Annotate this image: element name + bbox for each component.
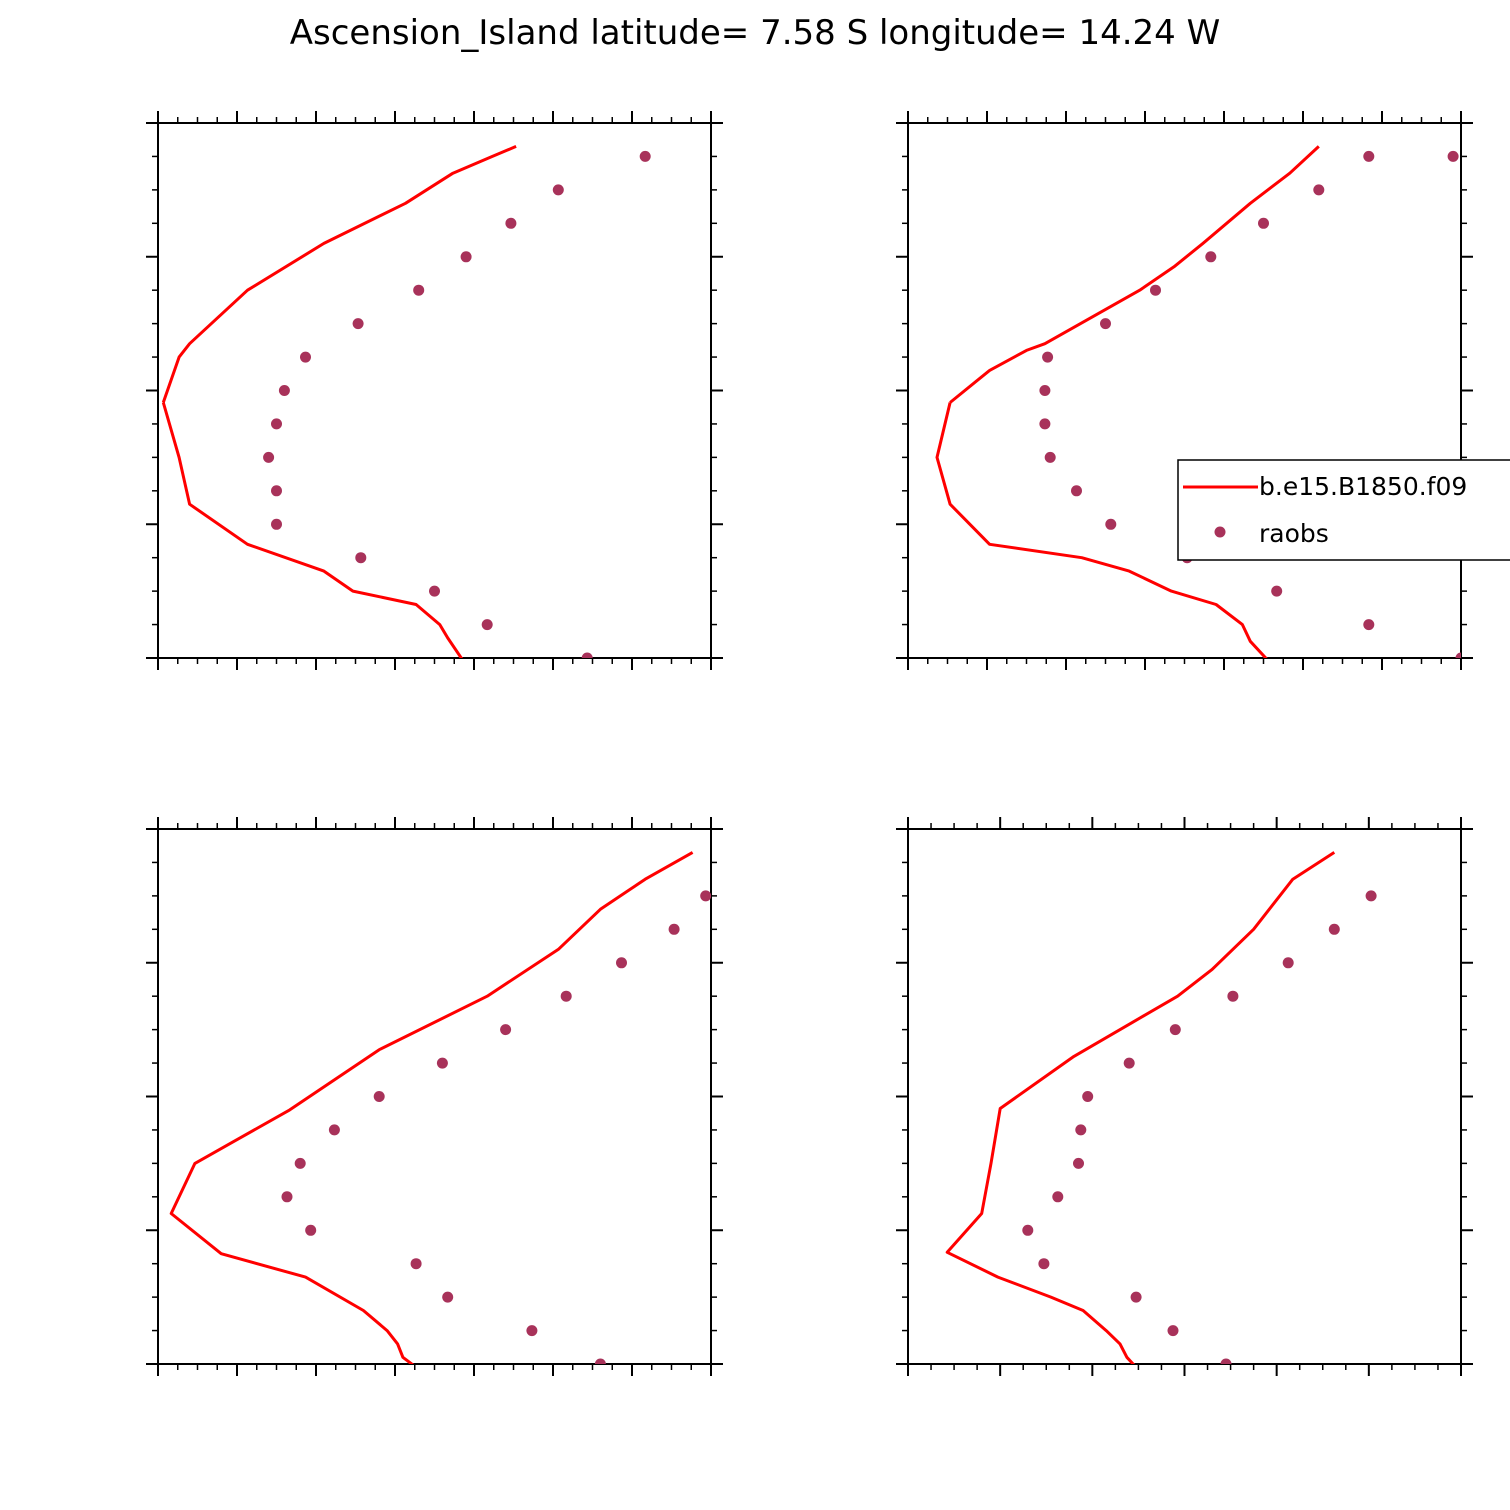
model-line-apr — [935, 402, 1268, 658]
legend-obs-label: raobs — [1259, 519, 1329, 548]
panel-jul — [146, 817, 723, 1376]
obs-point-jan — [639, 150, 651, 162]
obs-point-oct — [1169, 1024, 1181, 1036]
legend: b.e15.B1850.f09 raobs — [1177, 459, 1510, 561]
obs-point-jul — [560, 990, 572, 1002]
panel-oct — [896, 817, 1473, 1376]
obs-point-oct — [1022, 1224, 1034, 1236]
obs-point-oct — [1365, 890, 1377, 902]
obs-point-apr — [1150, 284, 1161, 296]
obs-point-oct — [1130, 1291, 1142, 1303]
obs-point-apr — [1258, 217, 1269, 229]
obs-point-jan — [355, 552, 367, 564]
obs-point-jan — [505, 217, 517, 229]
figure-title: Ascension_Island latitude= 7.58 S longit… — [290, 13, 1221, 53]
obs-point-oct — [1220, 1358, 1232, 1364]
obs-point-apr — [1447, 150, 1459, 162]
obs-point-jan — [413, 284, 425, 296]
obs-point-jul — [668, 923, 680, 935]
obs-point-oct — [1167, 1325, 1179, 1337]
obs-point-jul — [281, 1191, 293, 1203]
obs-point-jan — [300, 351, 311, 363]
plot-area-apr — [935, 145, 1461, 658]
obs-point-jan — [278, 385, 290, 396]
obs-point-apr — [1455, 652, 1461, 658]
obs-point-jan — [271, 418, 282, 430]
obs-point-apr — [1313, 184, 1325, 196]
panel-apr — [896, 111, 1473, 670]
obs-point-jan — [429, 585, 440, 597]
obs-point-apr — [1044, 451, 1056, 463]
obs-point-apr — [1363, 619, 1375, 631]
obs-point-jul — [526, 1325, 538, 1337]
legend-obs-marker — [1214, 526, 1226, 538]
model-line-oct — [945, 851, 1336, 1364]
obs-point-apr — [1042, 351, 1054, 363]
obs-point-oct — [1082, 1091, 1094, 1102]
obs-point-jul — [436, 1057, 448, 1069]
obs-point-apr — [1205, 251, 1217, 263]
obs-point-apr — [1100, 318, 1111, 330]
obs-point-oct — [1282, 957, 1294, 969]
model-line-jan — [161, 145, 517, 403]
obs-point-jul — [700, 890, 711, 902]
obs-point-jul — [410, 1258, 422, 1270]
obs-point-oct — [1328, 923, 1340, 935]
obs-point-jan — [460, 251, 472, 263]
obs-point-jul — [442, 1291, 454, 1303]
obs-point-jul — [594, 1358, 606, 1364]
obs-point-jan — [352, 318, 364, 330]
plot-frame-jul — [157, 828, 712, 1365]
obs-point-oct — [1073, 1157, 1084, 1169]
plot-area-oct — [945, 851, 1377, 1364]
obs-point-jul — [294, 1157, 306, 1169]
obs-point-apr — [1071, 485, 1082, 497]
obs-point-jan — [481, 619, 493, 631]
obs-point-jul — [373, 1091, 385, 1102]
obs-point-jan — [581, 652, 593, 658]
obs-point-jul — [305, 1224, 317, 1236]
model-line-apr — [949, 145, 1320, 404]
plot-frame-apr — [907, 122, 1462, 659]
model-line-jan — [161, 402, 464, 658]
obs-point-jul — [500, 1024, 512, 1036]
legend-frame — [1177, 459, 1510, 561]
obs-point-jan — [271, 518, 282, 530]
obs-point-jan — [552, 184, 564, 196]
obs-point-apr — [1271, 585, 1283, 597]
plot-area-jul — [169, 851, 711, 1364]
obs-point-oct — [1052, 1191, 1064, 1203]
obs-point-jan — [271, 485, 282, 497]
model-line-jul — [169, 851, 694, 1364]
obs-point-jul — [616, 957, 627, 969]
obs-point-jan — [263, 451, 275, 463]
obs-point-oct — [1227, 990, 1239, 1002]
obs-point-jul — [328, 1124, 340, 1136]
obs-point-apr — [1039, 385, 1051, 396]
obs-point-oct — [1123, 1057, 1135, 1069]
legend-model-label: b.e15.B1850.f09 — [1259, 472, 1467, 501]
plot-area-jan — [161, 145, 651, 658]
obs-point-apr — [1363, 150, 1375, 162]
panel-jan — [146, 111, 723, 670]
obs-point-apr — [1105, 518, 1117, 530]
panels — [146, 111, 1473, 1376]
obs-point-oct — [1075, 1124, 1087, 1136]
plot-frame-jan — [157, 122, 712, 659]
obs-point-apr — [1039, 418, 1051, 430]
plot-frame-oct — [907, 828, 1462, 1365]
obs-point-oct — [1038, 1258, 1050, 1270]
